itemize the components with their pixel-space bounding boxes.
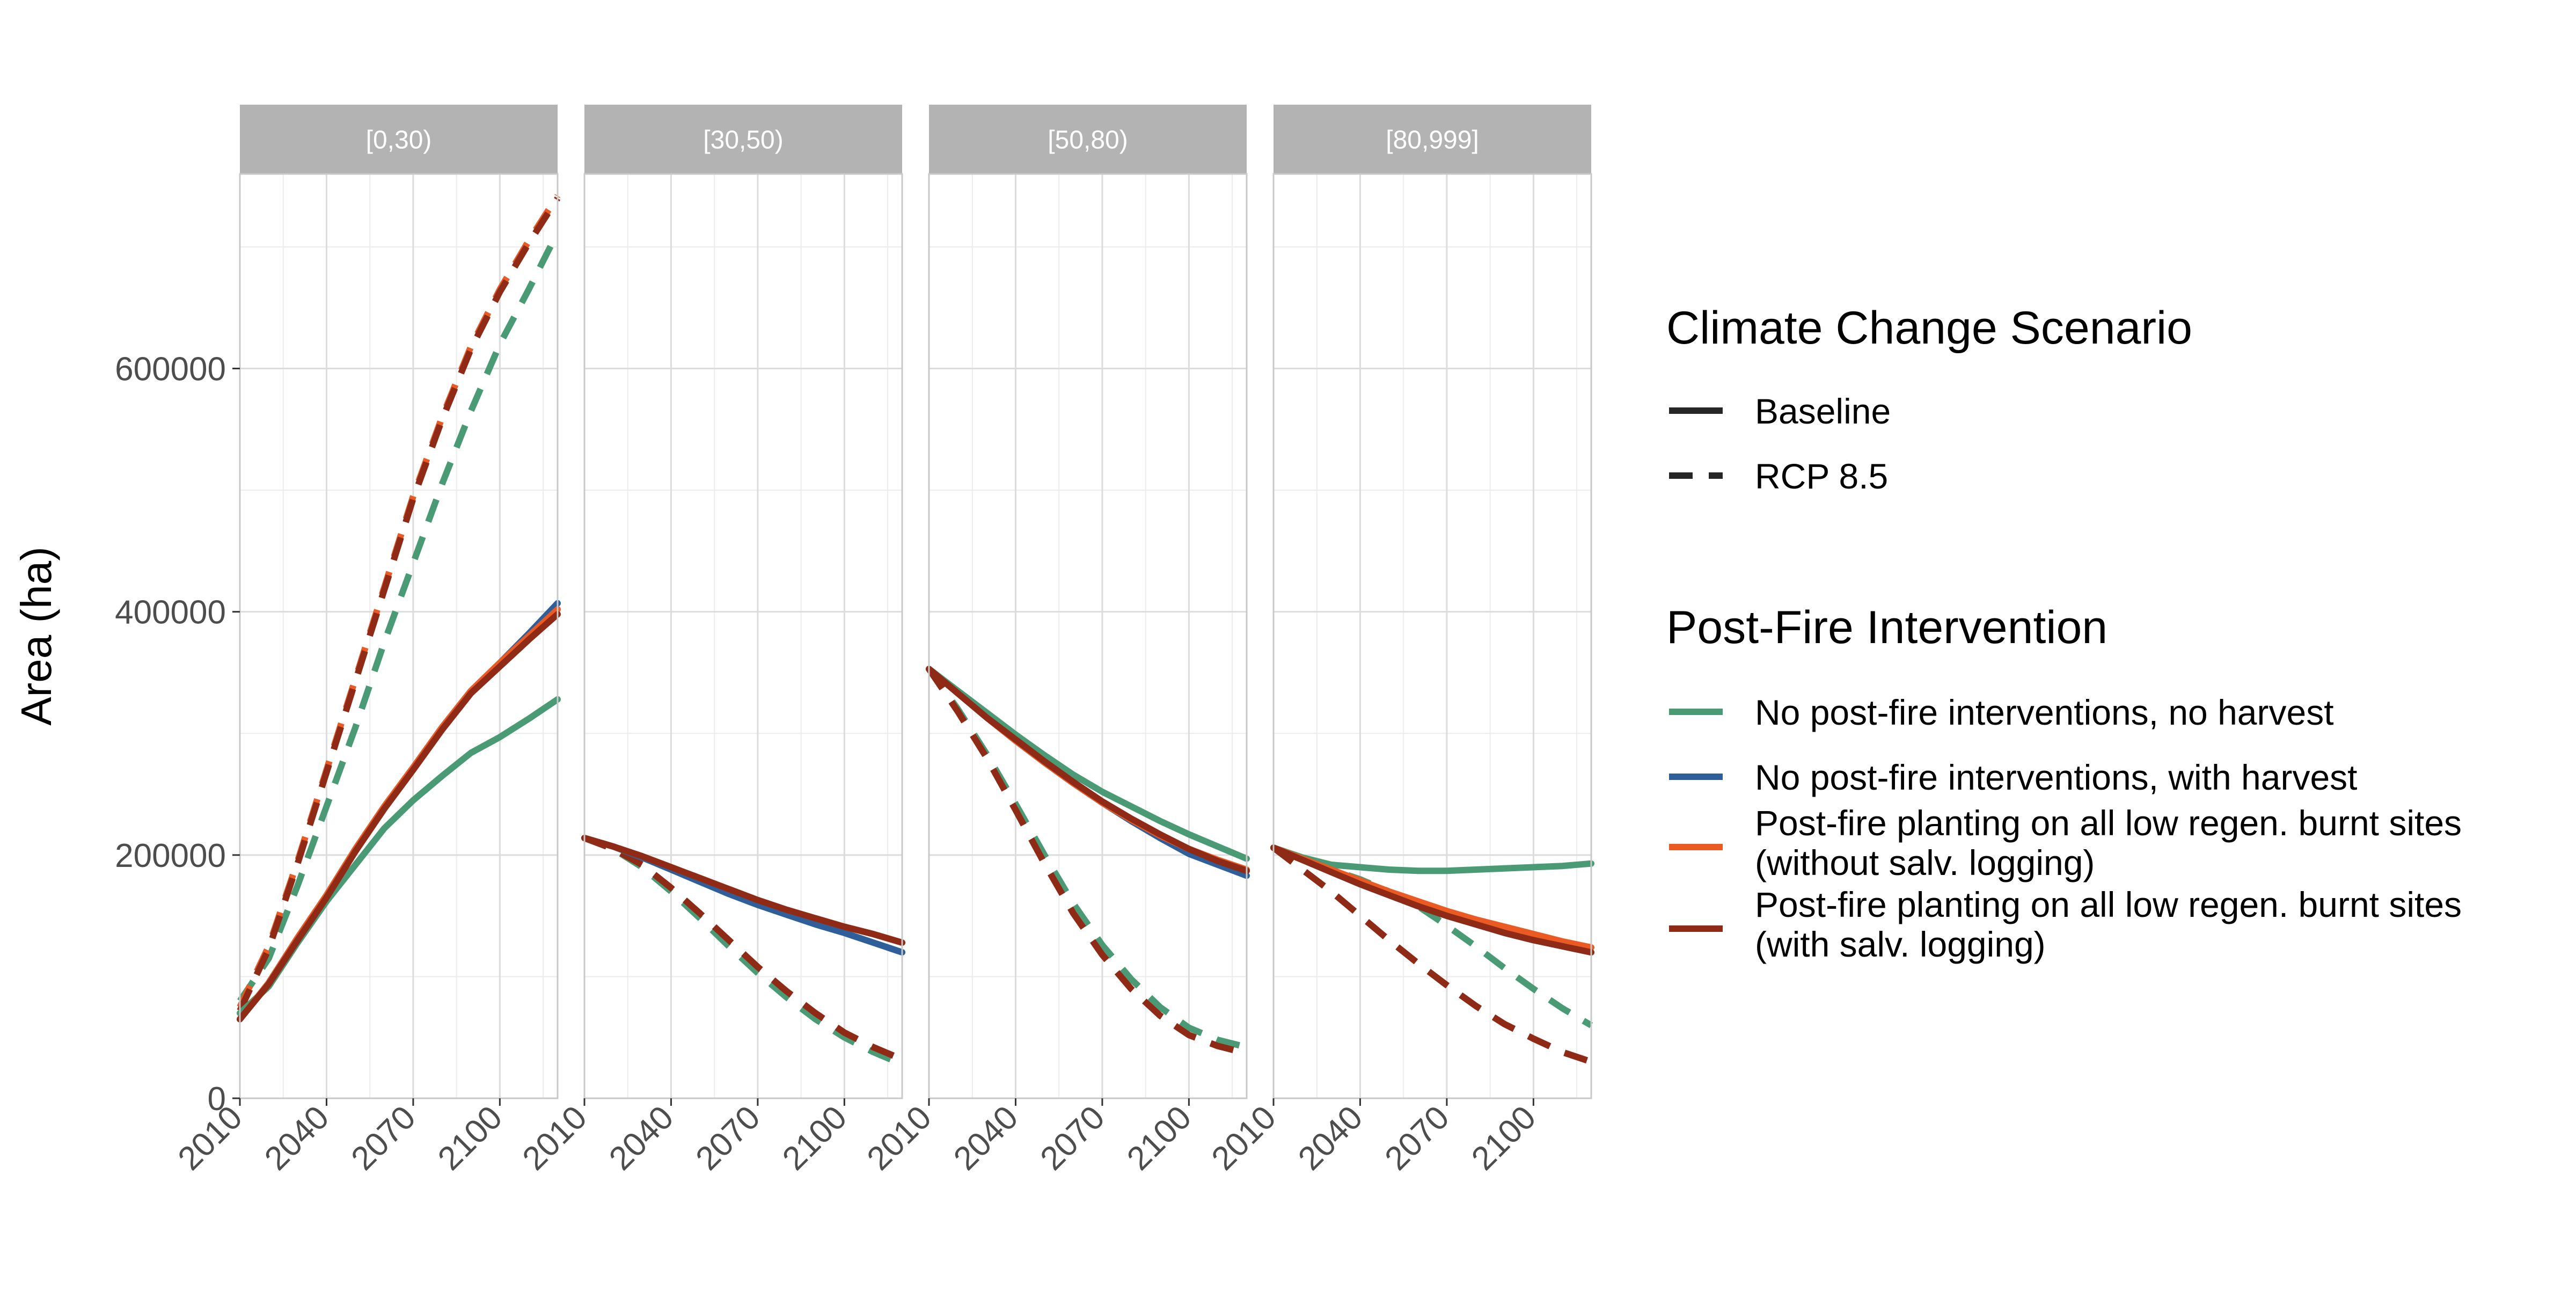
x-tick-label: 2070 xyxy=(1378,1099,1456,1177)
x-tick-label: 2100 xyxy=(775,1099,854,1177)
panel-border xyxy=(583,173,903,1099)
series-line xyxy=(581,835,905,946)
x-tick-label: 2040 xyxy=(258,1099,336,1177)
facet-panel: [0,30)2010 2040 2070 2100 xyxy=(171,105,561,1177)
legend-label-line: Post-fire planting on all low regen. bur… xyxy=(1755,803,2462,843)
x-tick-label: 2010 xyxy=(860,1099,939,1177)
panel-border xyxy=(239,173,559,1099)
legend-label-scenario: RCP 8.5 xyxy=(1755,456,1888,496)
x-tick-label: 2070 xyxy=(344,1099,422,1177)
x-tick-label: 2070 xyxy=(1033,1099,1111,1177)
legend-label-line: (without salv. logging) xyxy=(1755,843,2095,882)
facet-strip-label: [80,999] xyxy=(1386,126,1479,155)
series-line xyxy=(1270,844,1594,956)
legend-label-intervention: No post-fire interventions, no harvest xyxy=(1755,692,2334,732)
facet-strip xyxy=(929,105,1247,174)
legend-label-intervention: No post-fire interventions, with harvest xyxy=(1755,757,2357,797)
x-tick-label: 2100 xyxy=(1120,1099,1198,1177)
facet-panel: [50,80) 2010 2040 2070 2100 xyxy=(860,105,1250,1177)
facet-strip xyxy=(1274,105,1591,174)
legend-title-intervention: Post-Fire Intervention xyxy=(1666,602,2107,653)
series-line xyxy=(1271,845,1592,1065)
legend-label-line: (with salv. logging) xyxy=(1755,924,2046,964)
y-tick-label: 0 xyxy=(208,1081,226,1118)
x-tick-label: 2040 xyxy=(1291,1099,1370,1177)
series-line xyxy=(926,666,1250,874)
x-tick-label: 2040 xyxy=(602,1099,680,1177)
legend-label-intervention: Post-fire planting on all low regen. bur… xyxy=(1755,803,2462,882)
facet-panel: [30,50) 2010 2040 2070 2100 xyxy=(516,105,905,1177)
plot-background xyxy=(929,174,1247,1098)
facet-strip xyxy=(240,105,558,174)
legend-label-line: Post-fire planting on all low regen. bur… xyxy=(1755,885,2462,924)
x-tick-label: 2070 xyxy=(689,1099,767,1177)
facet-strip-label: [50,80) xyxy=(1048,126,1128,155)
series-line xyxy=(583,835,904,1063)
legend-label-scenario: Baseline xyxy=(1755,391,1891,431)
series-line xyxy=(926,666,1250,862)
x-tick-label: 2100 xyxy=(431,1099,509,1177)
facet-panel: [80,999] 2010 2040 2070 2100 xyxy=(1205,105,1594,1177)
facet-strip xyxy=(584,105,902,174)
panel-border xyxy=(928,173,1248,1099)
y-axis-title: Area (ha) xyxy=(12,546,60,725)
plot-background xyxy=(1274,174,1591,1098)
series-line xyxy=(1270,844,1594,874)
x-tick-label: 2040 xyxy=(947,1099,1025,1177)
plot-background xyxy=(584,174,902,1098)
x-tick-label: 2010 xyxy=(516,1099,594,1177)
x-tick-label: 2010 xyxy=(1205,1099,1283,1177)
facet-strip-label: [0,30) xyxy=(366,126,432,155)
series-line xyxy=(237,231,561,1003)
x-tick-label: 2100 xyxy=(1465,1099,1543,1177)
y-tick-label: 400000 xyxy=(115,594,226,631)
y-tick-label: 200000 xyxy=(115,837,226,874)
facet-strip-label: [30,50) xyxy=(703,126,783,155)
series-line xyxy=(237,196,561,1012)
panel-border xyxy=(1272,173,1592,1099)
legend-title-scenario: Climate Change Scenario xyxy=(1666,302,2192,354)
legend-label-intervention: Post-fire planting on all low regen. bur… xyxy=(1755,885,2462,964)
series-line xyxy=(926,667,1248,1057)
series-line xyxy=(237,611,561,1023)
y-tick-label: 600000 xyxy=(115,351,226,388)
